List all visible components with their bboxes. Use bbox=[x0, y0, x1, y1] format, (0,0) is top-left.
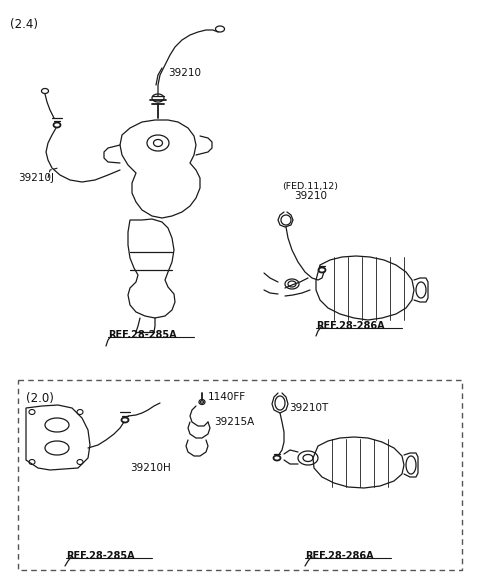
Text: REF.28-285A: REF.28-285A bbox=[66, 551, 134, 561]
Text: REF.28-286A: REF.28-286A bbox=[316, 321, 384, 331]
Text: 39210H: 39210H bbox=[130, 463, 171, 473]
Text: REF.28-286A: REF.28-286A bbox=[305, 551, 373, 561]
Text: (2.4): (2.4) bbox=[10, 18, 38, 31]
Text: (2.0): (2.0) bbox=[26, 392, 54, 405]
Text: 1140FF: 1140FF bbox=[208, 392, 246, 402]
Text: 39210: 39210 bbox=[294, 191, 327, 201]
Text: 39210J: 39210J bbox=[18, 173, 54, 183]
Text: 39210T: 39210T bbox=[289, 403, 328, 413]
Text: 39215A: 39215A bbox=[214, 417, 254, 427]
Text: 39210: 39210 bbox=[168, 68, 201, 78]
Text: (FED.11,12): (FED.11,12) bbox=[282, 181, 338, 191]
Text: REF.28-285A: REF.28-285A bbox=[108, 330, 177, 340]
